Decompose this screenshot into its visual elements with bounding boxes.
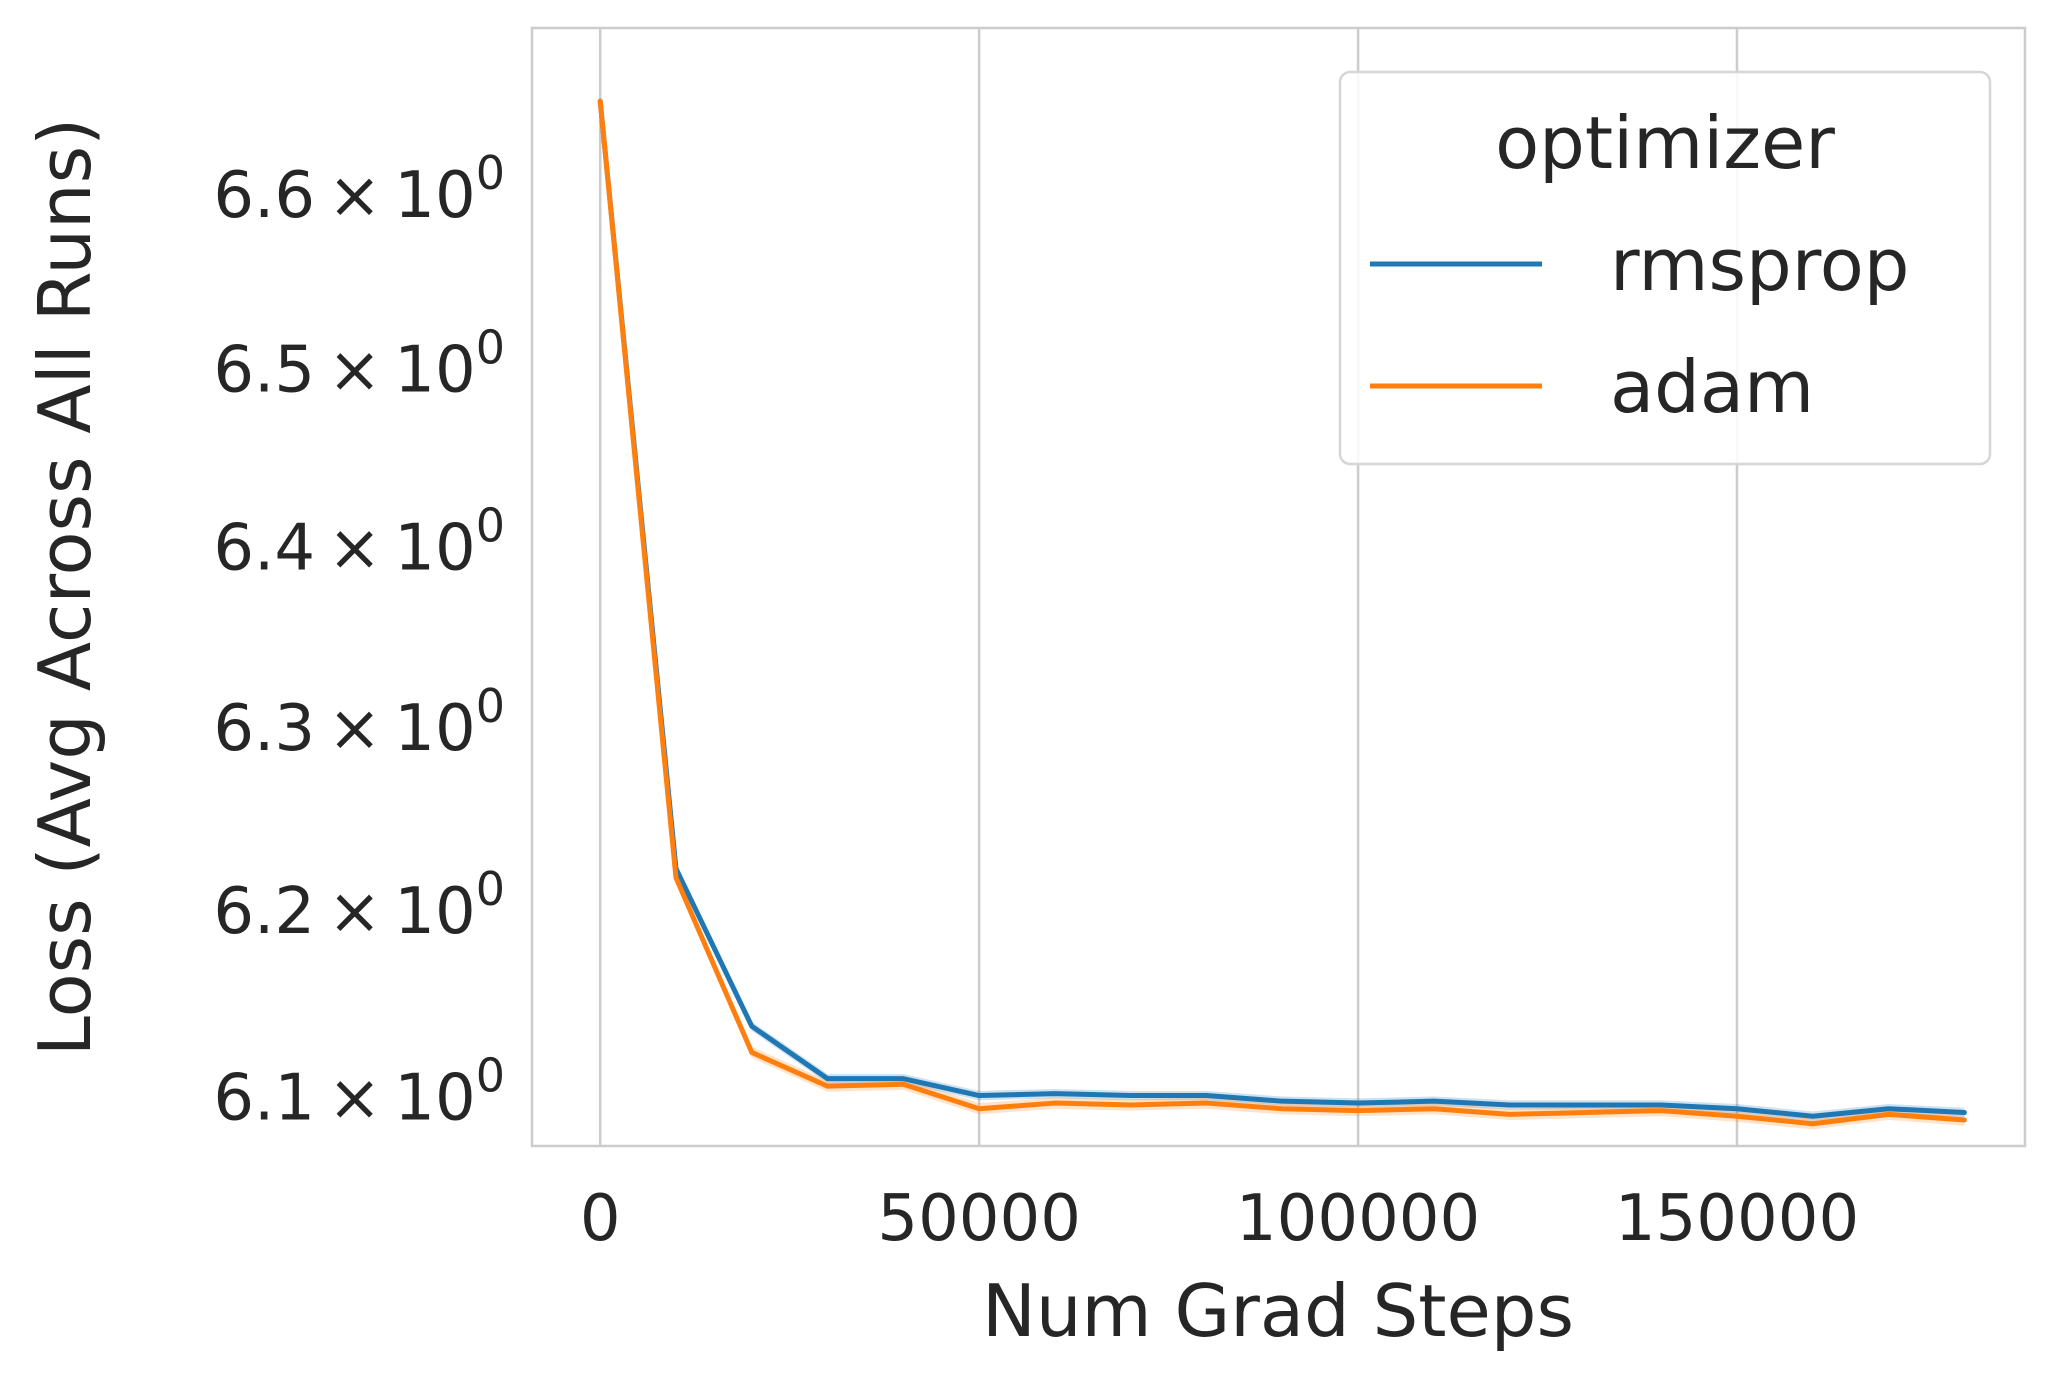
y-tick-label: 6.5 × 100 bbox=[213, 321, 505, 408]
y-tick-label: 6.2 × 100 bbox=[213, 862, 505, 949]
y-tick-label: 6.6 × 100 bbox=[213, 146, 505, 233]
y-tick-label: 6.3 × 100 bbox=[213, 679, 505, 766]
legend-label-rmsprop: rmsprop bbox=[1610, 223, 1909, 307]
legend-title: optimizer bbox=[1495, 101, 1835, 185]
series-lines bbox=[597, 98, 1967, 1127]
y-axis-ticks: 6.1 × 100 6.2 × 100 6.3 × 100 6.4 × 100 6.5 … bbox=[213, 146, 505, 1136]
line-rmsprop bbox=[597, 98, 1967, 1119]
x-tick-label: 100000 bbox=[1236, 1182, 1480, 1256]
x-tick-label: 0 bbox=[580, 1182, 621, 1256]
plot-frame bbox=[530, 26, 2027, 1148]
legend-box bbox=[1338, 70, 1992, 466]
x-axis-ticks: 0 50000 100000 150000 bbox=[580, 1182, 1859, 1256]
line-adam bbox=[597, 98, 1967, 1127]
x-axis-label: Num Grad Steps bbox=[982, 1269, 1574, 1353]
y-tick-label: 6.4 × 100 bbox=[213, 498, 505, 585]
legend: optimizer rmsprop adam bbox=[1338, 70, 1992, 466]
x-tick-label: 150000 bbox=[1615, 1182, 1859, 1256]
y-tick-label: 6.1 × 100 bbox=[213, 1049, 505, 1136]
x-tick-label: 50000 bbox=[877, 1182, 1081, 1256]
y-axis-label: Loss (Avg Across All Runs) bbox=[23, 118, 107, 1057]
legend-label-adam: adam bbox=[1610, 345, 1814, 429]
